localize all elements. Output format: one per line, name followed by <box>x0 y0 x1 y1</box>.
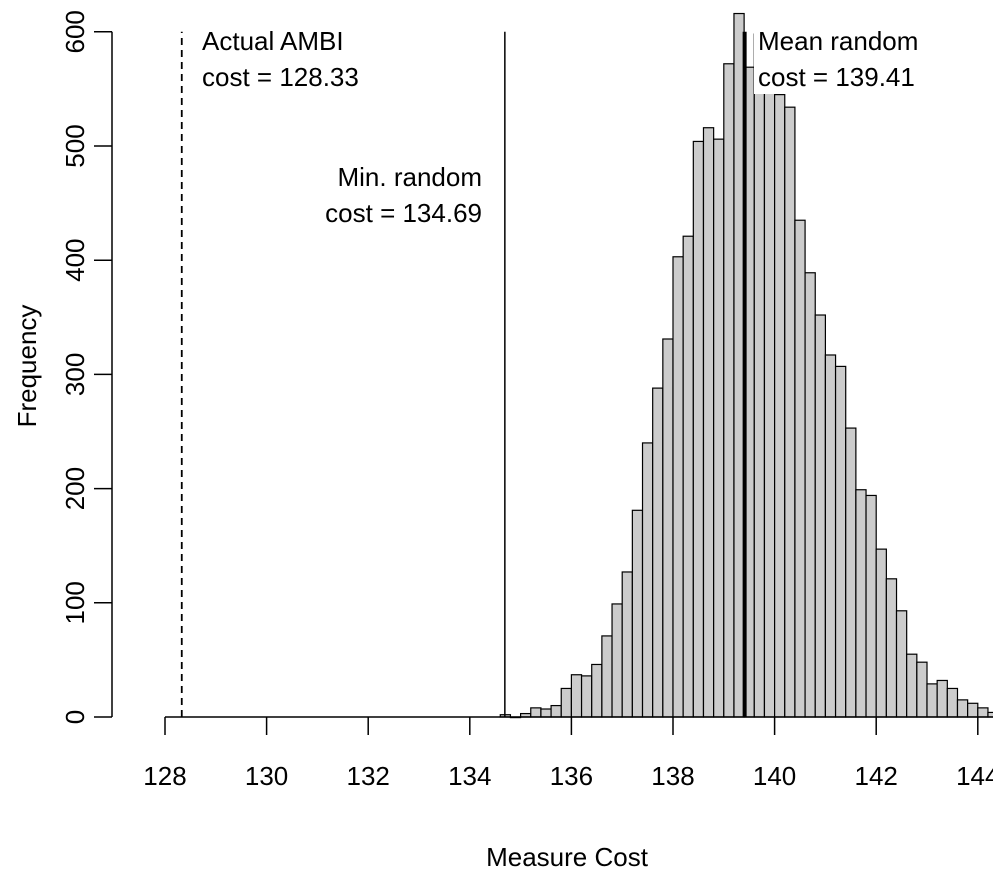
histogram-bar <box>834 365 847 718</box>
histogram-bar <box>763 91 776 718</box>
y-tick-label: 100 <box>60 581 90 624</box>
x-tick-label: 144 <box>956 761 993 791</box>
histogram-bar <box>967 702 979 718</box>
histogram-bar <box>865 494 877 718</box>
x-axis-label: Measure Cost <box>486 842 649 872</box>
histogram-bars <box>499 12 993 719</box>
x-tick-label: 132 <box>347 761 390 791</box>
reference-lines <box>180 31 747 717</box>
x-tick-label: 136 <box>550 761 593 791</box>
histogram-bar <box>814 314 826 718</box>
histogram-bar <box>662 338 674 718</box>
histogram-bar <box>794 219 806 718</box>
mean-random-annotation: Mean random cost = 139.41 <box>754 22 950 94</box>
histogram-bar <box>723 63 735 718</box>
histogram-bar <box>702 127 715 718</box>
actual-ambi-annotation: Actual AMBI cost = 128.33 <box>202 26 359 92</box>
histogram-bar <box>824 354 837 718</box>
histogram-bar <box>591 663 603 718</box>
min-random-annotation: Min. random cost = 134.69 <box>325 162 482 228</box>
histogram-bar <box>946 687 959 718</box>
histogram-bar <box>916 661 928 718</box>
histogram-bar <box>713 138 725 718</box>
histogram-bar <box>733 12 745 718</box>
histogram-bar <box>753 33 766 718</box>
histogram-bar <box>682 235 694 718</box>
histogram-bar <box>906 653 918 718</box>
histogram-bar <box>621 571 633 718</box>
y-tick-label: 300 <box>60 353 90 396</box>
mean-random-label-line2: cost = 139.41 <box>758 62 915 92</box>
histogram-bar <box>672 256 684 718</box>
histogram-bar <box>692 140 705 718</box>
y-tick-label: 600 <box>60 10 90 53</box>
histogram-bar <box>784 106 796 718</box>
histogram-bar <box>530 707 542 718</box>
histogram-bar <box>895 610 908 718</box>
histogram-bar <box>977 707 989 718</box>
x-tick-label: 140 <box>753 761 796 791</box>
histogram-bar <box>936 679 948 718</box>
y-tick-label: 0 <box>60 710 90 724</box>
histogram-bar <box>570 674 583 718</box>
y-tick-label: 400 <box>60 239 90 282</box>
histogram-bar <box>855 489 867 718</box>
x-tick-label: 142 <box>855 761 898 791</box>
histogram-bar <box>641 442 654 718</box>
histogram-bar <box>804 272 816 718</box>
y-tick-label: 500 <box>60 124 90 167</box>
x-tick-label: 134 <box>448 761 491 791</box>
histogram-bar <box>601 635 613 718</box>
histogram-bar <box>580 675 593 718</box>
y-tick-label: 200 <box>60 467 90 510</box>
histogram-bar <box>987 711 993 718</box>
histogram-bar <box>560 687 572 718</box>
actual-ambi-label-line1: Actual AMBI <box>202 26 344 56</box>
min-random-label-line1: Min. random <box>338 162 483 192</box>
histogram-bar <box>885 578 898 718</box>
x-axis: 128 130 132 134 136 138 140 142 144 <box>143 716 993 791</box>
y-axis: 0 100 200 300 400 500 600 <box>60 10 113 724</box>
histogram-bar <box>631 509 644 718</box>
histogram-bar <box>611 603 623 718</box>
histogram-bar <box>926 683 938 718</box>
histogram-bar <box>773 94 786 718</box>
x-tick-label: 128 <box>143 761 186 791</box>
histogram-bar <box>845 427 857 718</box>
min-random-label-line2: cost = 134.69 <box>325 198 482 228</box>
histogram-bar <box>875 548 887 718</box>
histogram-bar <box>540 708 552 718</box>
mean-random-label-line1: Mean random <box>758 26 918 56</box>
actual-ambi-label-line2: cost = 128.33 <box>202 62 359 92</box>
histogram-bar <box>652 387 664 718</box>
y-axis-label: Frequency <box>12 305 42 428</box>
x-tick-label: 130 <box>245 761 288 791</box>
histogram-bar <box>550 704 562 718</box>
histogram-bar <box>956 699 969 718</box>
x-tick-label: 138 <box>651 761 694 791</box>
